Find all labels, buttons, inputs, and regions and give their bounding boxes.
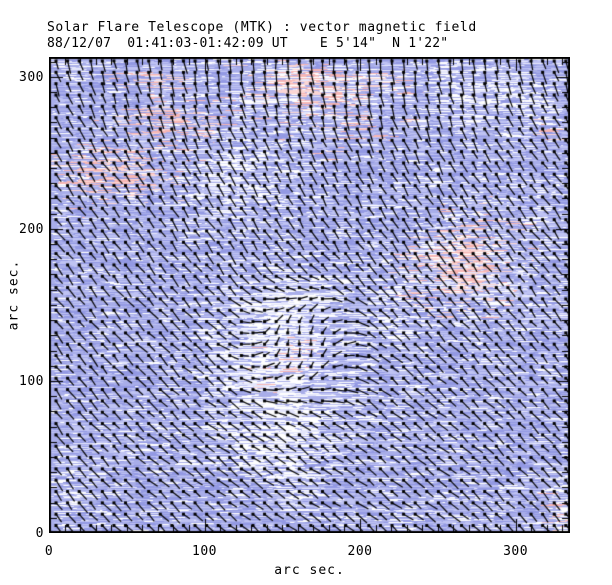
x-axis-title: arc sec. <box>274 563 345 578</box>
y-axis-title: arc sec. <box>6 259 22 331</box>
figure-subtitle: 88/12/07 01:41:03-01:42:09 UT E 5'14" N … <box>47 36 449 51</box>
figure-title: Solar Flare Telescope (MTK) : vector mag… <box>47 20 477 35</box>
x-tick-label: 300 <box>503 544 529 559</box>
y-tick-label: 200 <box>19 221 44 237</box>
plot-area <box>49 57 570 533</box>
y-tick-label: 100 <box>19 373 44 389</box>
y-tick-label: 0 <box>35 526 44 541</box>
magnetogram-canvas <box>49 57 570 533</box>
x-tick-label: 200 <box>347 544 373 559</box>
y-tick-label: 300 <box>19 69 44 85</box>
x-tick-label: 100 <box>192 544 217 559</box>
x-tick-label: 0 <box>44 544 54 559</box>
